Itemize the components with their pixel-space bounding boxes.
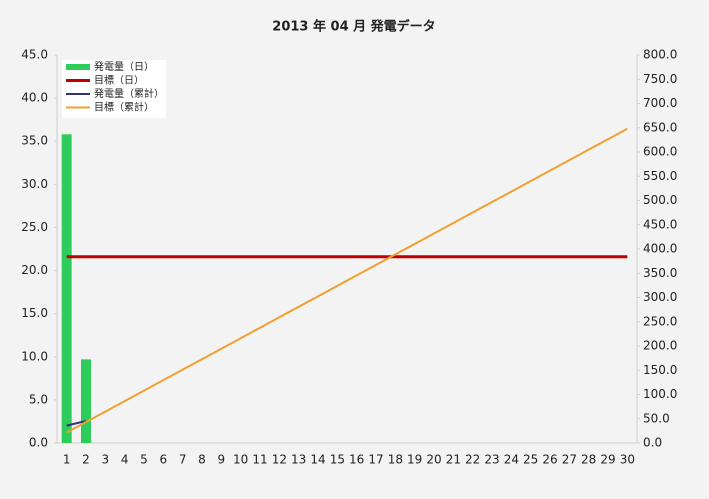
- bar: [61, 134, 72, 443]
- legend-label: 発電量（累計）: [94, 87, 164, 100]
- y-tick-label: 0.0: [29, 436, 48, 450]
- x-tick-label: 25: [523, 453, 538, 467]
- x-tick-label: 28: [581, 453, 596, 467]
- x-tick-label: 14: [310, 453, 325, 467]
- x-tick-label: 11: [252, 453, 267, 467]
- x-tick-label: 12: [272, 453, 287, 467]
- y2-tick-label: 250.0: [643, 314, 677, 328]
- x-tick-label: 23: [484, 453, 499, 467]
- y2-tick-label: 0.0: [643, 436, 662, 450]
- x-tick-label: 30: [620, 453, 635, 467]
- x-tick-label: 15: [330, 453, 345, 467]
- y-tick-label: 20.0: [21, 263, 48, 277]
- x-tick-label: 19: [407, 453, 422, 467]
- x-tick-label: 4: [121, 453, 129, 467]
- x-tick-label: 16: [349, 453, 364, 467]
- x-tick-label: 5: [140, 453, 148, 467]
- y2-tick-label: 400.0: [643, 242, 677, 256]
- x-tick-label: 8: [198, 453, 206, 467]
- x-tick-label: 24: [504, 453, 519, 467]
- legend-label: 目標（日）: [94, 74, 144, 87]
- x-tick-label: 9: [218, 453, 226, 467]
- x-tick-label: 13: [291, 453, 306, 467]
- y-tick-label: 10.0: [21, 349, 48, 363]
- line: [66, 419, 87, 427]
- y2-tick-label: 350.0: [643, 266, 677, 280]
- x-tick-label: 18: [388, 453, 403, 467]
- y-tick-label: 30.0: [21, 177, 48, 191]
- y-tick-label: 40.0: [21, 91, 48, 105]
- x-tick-label: 26: [542, 453, 557, 467]
- y2-tick-label: 750.0: [643, 72, 677, 86]
- y2-tick-label: 550.0: [643, 169, 677, 183]
- line: [66, 127, 628, 434]
- y-tick-label: 15.0: [21, 306, 48, 320]
- y-tick-label: 5.0: [29, 392, 48, 406]
- y2-tick-label: 200.0: [643, 339, 677, 353]
- y2-tick-label: 100.0: [643, 387, 677, 401]
- x-tick-label: 22: [465, 453, 480, 467]
- x-tick-label: 6: [160, 453, 168, 467]
- y2-tick-label: 500.0: [643, 193, 677, 207]
- x-tick-label: 27: [562, 453, 577, 467]
- x-tick-label: 10: [233, 453, 248, 467]
- y-tick-label: 35.0: [21, 134, 48, 148]
- x-tick-label: 17: [368, 453, 383, 467]
- y-tick-label: 45.0: [21, 48, 48, 62]
- x-tick-label: 7: [179, 453, 187, 467]
- x-tick-label: 21: [446, 453, 461, 467]
- x-tick-label: 3: [102, 453, 110, 467]
- x-tick-label: 29: [600, 453, 615, 467]
- legend-label: 目標（累計）: [94, 101, 154, 114]
- y2-tick-label: 800.0: [643, 48, 677, 62]
- legend-swatch: [66, 64, 90, 70]
- y-tick-label: 25.0: [21, 220, 48, 234]
- legend-label: 発電量（日）: [94, 60, 154, 73]
- y2-tick-label: 300.0: [643, 290, 677, 304]
- y2-tick-label: 650.0: [643, 120, 677, 134]
- y2-tick-label: 700.0: [643, 96, 677, 110]
- x-tick-label: 20: [426, 453, 441, 467]
- y2-tick-label: 50.0: [643, 411, 670, 425]
- y2-tick-label: 600.0: [643, 145, 677, 159]
- x-tick-label: 1: [63, 453, 71, 467]
- y2-tick-label: 150.0: [643, 363, 677, 377]
- chart-title: 2013 年 04 月 発電データ: [272, 19, 435, 35]
- bar: [81, 359, 91, 443]
- y2-tick-label: 450.0: [643, 217, 677, 231]
- x-tick-label: 2: [82, 453, 90, 467]
